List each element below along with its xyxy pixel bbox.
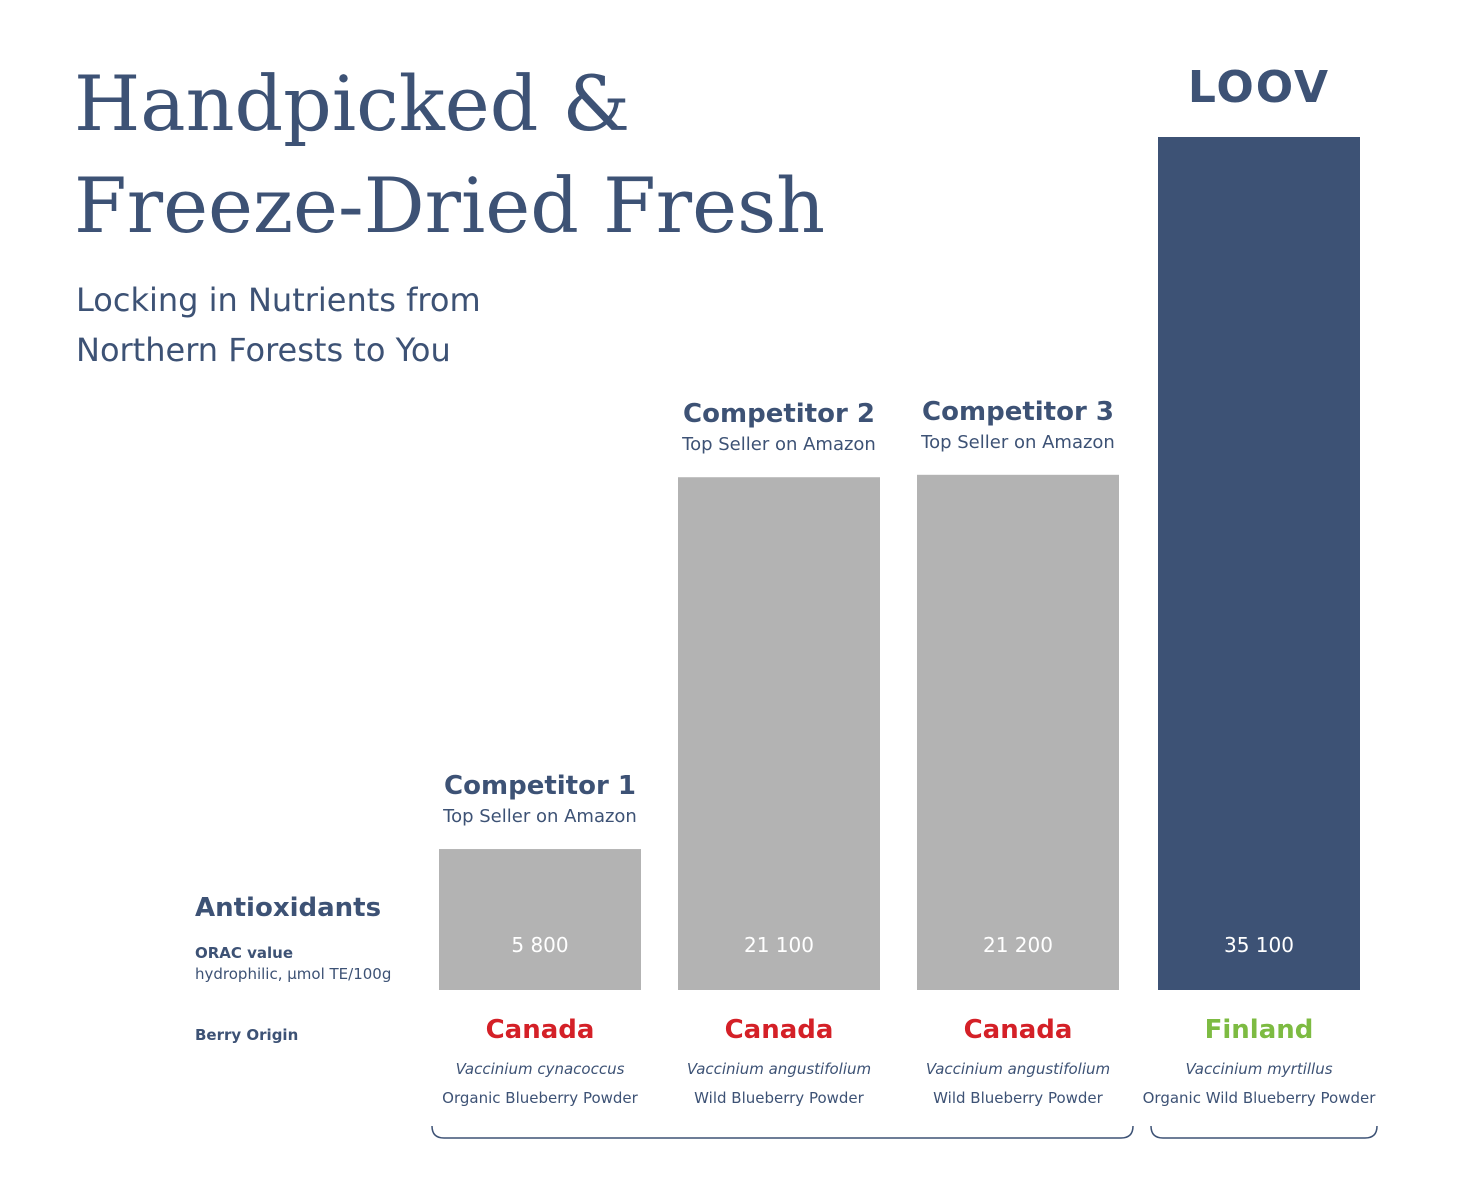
row-label: hydrophilic, µmol TE/100g (195, 965, 391, 983)
value-label: 35 100 (1224, 933, 1294, 957)
brand-logo: LOOV (1188, 62, 1330, 113)
subtitle-line: Locking in Nutrients from (76, 281, 481, 319)
category-label: Competitor 3 (922, 397, 1114, 427)
value-label: 21 100 (744, 933, 814, 957)
species: Vaccinium angustifolium (687, 1060, 871, 1078)
bar (917, 474, 1119, 990)
value-label: 21 200 (983, 933, 1053, 957)
bar (439, 849, 641, 990)
product: Organic Blueberry Powder (442, 1089, 638, 1107)
category-label: Competitor 1 (444, 771, 636, 801)
row-label: Antioxidants (195, 893, 381, 923)
title-line: Freeze-Dried Fresh (74, 161, 825, 250)
product: Wild Blueberry Powder (933, 1089, 1103, 1107)
category-label: Competitor 2 (683, 399, 875, 429)
species: Vaccinium myrtillus (1185, 1060, 1332, 1078)
product: Wild Blueberry Powder (694, 1089, 864, 1107)
row-label: ORAC value (195, 944, 293, 962)
bracket (1150, 1125, 1378, 1139)
origin: Canada (725, 1015, 834, 1045)
origin: Finland (1205, 1015, 1314, 1045)
origin: Canada (964, 1015, 1073, 1045)
bracket (431, 1125, 1134, 1139)
subtitle-line: Northern Forests to You (76, 331, 451, 369)
product: Organic Wild Blueberry Powder (1143, 1089, 1377, 1107)
title-line: Handpicked & (74, 59, 630, 148)
bar (678, 477, 880, 990)
bar (1158, 137, 1360, 990)
row-label: Berry Origin (195, 1026, 298, 1044)
category-note: Top Seller on Amazon (442, 806, 637, 827)
species: Vaccinium angustifolium (926, 1060, 1110, 1078)
category-note: Top Seller on Amazon (681, 434, 876, 455)
species: Vaccinium cynacoccus (456, 1060, 625, 1078)
category-note: Top Seller on Amazon (920, 432, 1115, 453)
origin: Canada (486, 1015, 595, 1045)
value-label: 5 800 (511, 933, 568, 957)
